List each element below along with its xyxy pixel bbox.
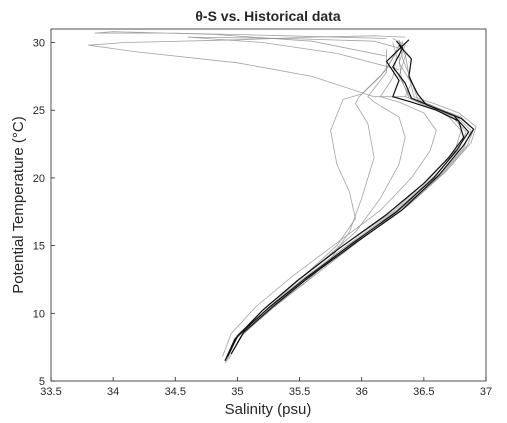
y-axis-label: Potential Temperature (°C) — [10, 116, 27, 293]
x-tick-label: 35 — [231, 386, 243, 398]
y-tick-label: 20 — [33, 173, 45, 185]
x-tick-label: 34 — [107, 386, 119, 398]
y-tick-label: 5 — [39, 376, 45, 388]
historical-profile-line-9 — [88, 35, 406, 98]
x-axis: 33.5 34 34.5 35 35.5 36 36.5 37 — [40, 377, 492, 398]
historical-profile-line-3 — [224, 49, 406, 361]
current-profile-line-14 — [230, 40, 475, 355]
historical-profile-line-2 — [222, 42, 437, 357]
y-axis: 5 10 15 20 25 30 — [33, 38, 55, 388]
x-tick-label: 35.5 — [289, 386, 310, 398]
historical-profile-line-5 — [230, 49, 400, 355]
x-tick-label: 34.5 — [165, 386, 186, 398]
x-tick-label: 33.5 — [40, 386, 61, 398]
plot-frame — [50, 28, 487, 382]
historical-profile-line-7 — [229, 53, 477, 352]
historical-profile-line-10 — [94, 31, 387, 57]
plot-area — [88, 31, 477, 364]
historical-profile-line-8 — [262, 45, 400, 314]
x-tick-label: 36.5 — [413, 386, 434, 398]
current-profile-line-13 — [226, 44, 470, 357]
y-tick-label: 15 — [33, 241, 45, 253]
y-tick-label: 10 — [33, 308, 45, 320]
y-tick-label: 25 — [33, 105, 45, 117]
y-tick-label: 30 — [33, 38, 45, 50]
x-tick-label: 37 — [480, 386, 492, 398]
current-profile-line-12 — [224, 39, 465, 361]
historical-profile-line-11 — [187, 36, 400, 70]
x-tick-label: 36 — [356, 386, 368, 398]
x-axis-label: Salinity (psu) — [225, 401, 312, 418]
chart-title: θ-S vs. Historical data — [195, 8, 340, 24]
